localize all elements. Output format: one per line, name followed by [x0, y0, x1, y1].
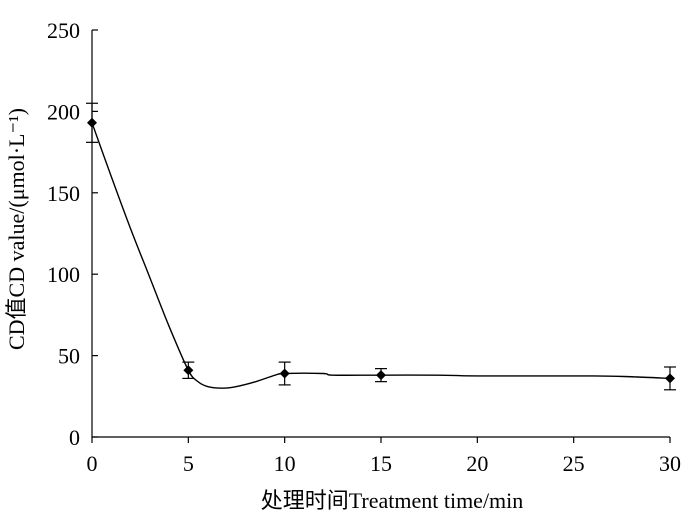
y-tick-label: 0 — [69, 425, 80, 450]
x-tick-label: 10 — [274, 451, 296, 476]
x-axis-title: 处理时间Treatment time/min — [261, 488, 524, 513]
plot-area — [86, 102, 676, 391]
x-tick-label: 25 — [563, 451, 585, 476]
y-tick-label: 50 — [58, 344, 80, 369]
data-point — [665, 373, 675, 384]
series-line — [91, 122, 671, 389]
y-axis-title: CD值CD value/(μmol·L⁻¹) — [4, 108, 29, 350]
y-tick-label: 150 — [47, 181, 80, 206]
x-tick-label: 5 — [183, 451, 194, 476]
data-point — [87, 117, 97, 128]
x-tick-label: 0 — [87, 451, 98, 476]
x-tick-label: 20 — [466, 451, 488, 476]
y-tick-label: 200 — [47, 99, 80, 124]
data-point — [376, 370, 386, 381]
y-tick-label: 250 — [47, 18, 80, 43]
data-point — [183, 365, 194, 376]
ticks: 0 50 100 150 200 250 0 5 10 15 20 25 30 — [47, 18, 681, 476]
x-tick-label: 15 — [370, 451, 392, 476]
data-point — [279, 368, 290, 379]
x-tick-label: 30 — [659, 451, 681, 476]
y-tick-label: 100 — [47, 262, 80, 287]
